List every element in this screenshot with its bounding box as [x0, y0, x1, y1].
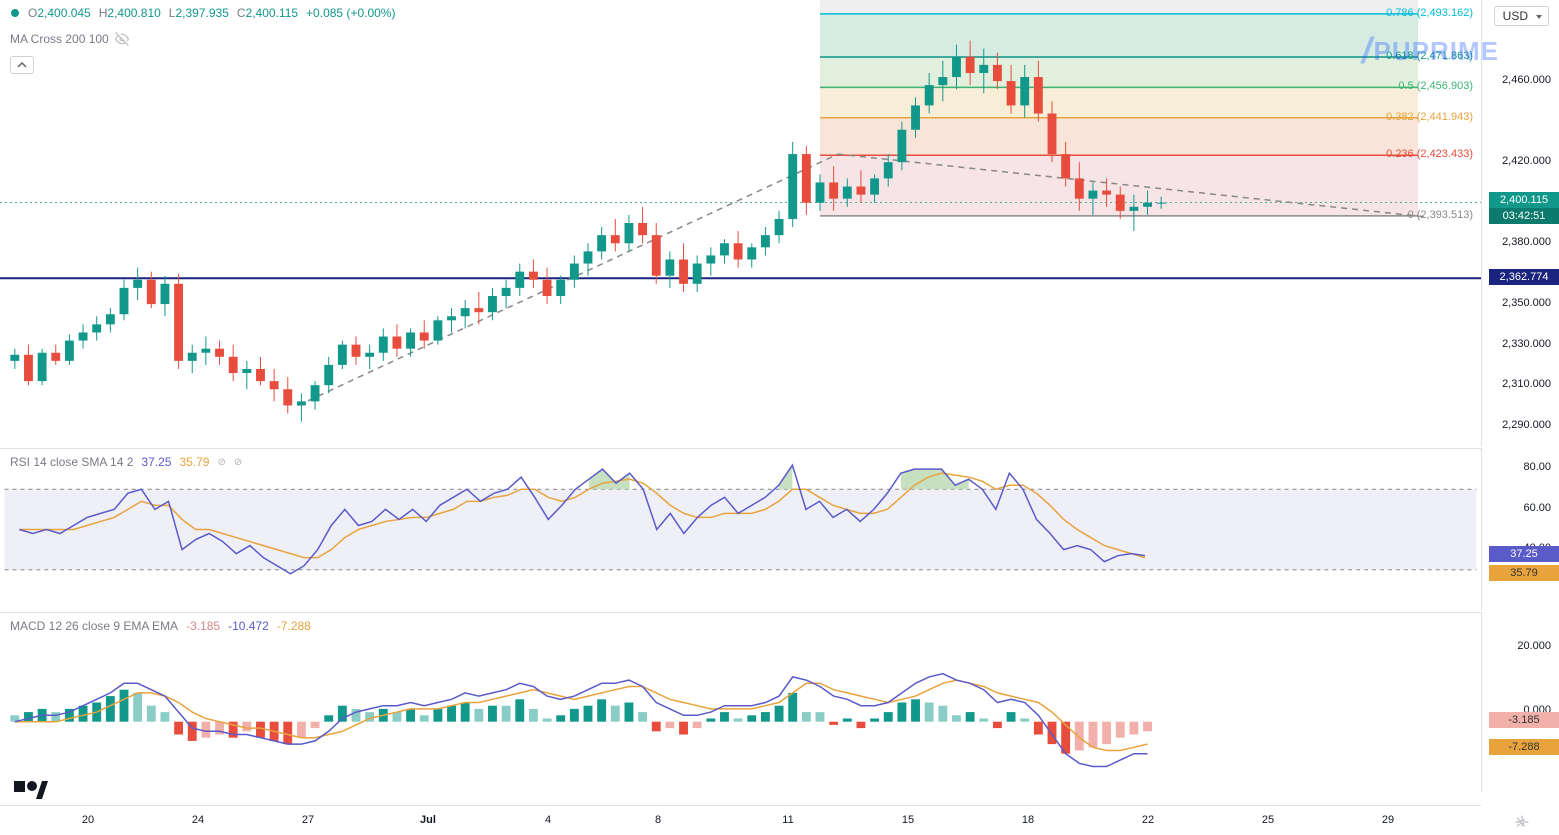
fib-level-label: 0.236 (2,423.433) — [1386, 148, 1473, 160]
ohlc-high: 2,400.810 — [107, 6, 160, 20]
tradingview-logo-icon — [14, 781, 48, 799]
status-dot-icon — [10, 8, 20, 18]
price-tick: 2,310.000 — [1502, 378, 1551, 390]
gear-icon[interactable] — [1515, 815, 1529, 829]
horizontal-line-label: 2,362.774 — [1489, 269, 1559, 285]
settings-icon[interactable]: ⊘ — [234, 457, 242, 468]
time-tick: 8 — [655, 814, 661, 826]
time-tick: 18 — [1022, 814, 1034, 826]
time-tick: 22 — [1142, 814, 1154, 826]
time-axis[interactable]: 20 24 27 Jul 4 8 11 15 18 22 25 29 — [0, 805, 1481, 835]
ohlc-open: 2,400.045 — [37, 6, 90, 20]
price-tick: 2,350.000 — [1502, 297, 1551, 309]
fib-level-label: 0.786 (2,493.162) — [1386, 7, 1473, 19]
eye-off-icon — [115, 32, 129, 46]
ma-cross-label: MA Cross 200 100 — [10, 32, 109, 46]
ohlc-low: 2,397.935 — [175, 6, 228, 20]
macd-label[interactable]: MACD 12 26 close 9 EMA EMA -3.185 -10.47… — [10, 619, 311, 633]
time-tick: 11 — [782, 814, 793, 826]
macd-chart — [0, 613, 1481, 792]
chart-container: O2,400.045 H2,400.810 L2,397.935 C2,400.… — [0, 0, 1559, 835]
settings-icon[interactable]: ⊘ — [217, 457, 225, 468]
watermark-text: PUPRIME — [1374, 36, 1499, 67]
time-tick: 25 — [1262, 814, 1274, 826]
macd-panel[interactable]: MACD 12 26 close 9 EMA EMA -3.185 -10.47… — [0, 612, 1481, 792]
time-tick: Jul — [420, 814, 436, 826]
watermark-icon: / — [1362, 30, 1372, 72]
ohlc-header: O2,400.045 H2,400.810 L2,397.935 C2,400.… — [10, 6, 395, 20]
current-price-label: 2,400.115 — [1489, 192, 1559, 208]
collapse-button[interactable] — [10, 56, 34, 74]
fib-level-label: 0 (2,393.513) — [1408, 209, 1473, 221]
rsi-label[interactable]: RSI 14 close SMA 14 2 37.25 35.79 ⊘ ⊘ — [10, 455, 242, 469]
rsi-sma-label: 35.79 — [1489, 565, 1559, 581]
macd-axis[interactable]: 0.00020.000-3.185-7.288 — [1481, 612, 1559, 792]
time-tick: 20 — [82, 814, 94, 826]
time-tick: 27 — [302, 814, 314, 826]
time-tick: 24 — [192, 814, 204, 826]
currency-value: USD — [1503, 9, 1528, 23]
price-tick: 2,420.000 — [1502, 155, 1551, 167]
price-tick: 2,380.000 — [1502, 236, 1551, 248]
rsi-panel[interactable]: RSI 14 close SMA 14 2 37.25 35.79 ⊘ ⊘ — [0, 448, 1481, 610]
rsi-chart — [0, 449, 1481, 610]
price-tick: 2,330.000 — [1502, 338, 1551, 350]
rsi-value-label: 37.25 — [1489, 546, 1559, 562]
time-tick: 15 — [902, 814, 914, 826]
time-tick: 29 — [1382, 814, 1394, 826]
time-tick: 4 — [545, 814, 551, 826]
ma-cross-indicator[interactable]: MA Cross 200 100 — [10, 32, 129, 46]
macd-tick: 20.000 — [1517, 640, 1551, 652]
fib-level-label: 0.5 (2,456.903) — [1398, 80, 1473, 92]
macd-signal-label: -7.288 — [1489, 739, 1559, 755]
ohlc-change: +0.085 — [306, 6, 343, 20]
countdown-label: 03:42:51 — [1489, 208, 1559, 224]
fib-level-label: 0.382 (2,441.943) — [1386, 111, 1473, 123]
price-tick: 2,290.000 — [1502, 419, 1551, 431]
watermark: / PUPRIME — [1362, 30, 1499, 72]
currency-selector[interactable]: USD — [1494, 6, 1549, 26]
ohlc-close: 2,400.115 — [246, 6, 299, 20]
price-tick: 2,460.000 — [1502, 74, 1551, 86]
macd-hist-label: -3.185 — [1489, 712, 1559, 728]
price-chart[interactable] — [0, 0, 1481, 446]
ohlc-change-pct: +0.00% — [350, 6, 391, 20]
rsi-tick: 60.00 — [1523, 502, 1551, 514]
rsi-tick: 80.00 — [1523, 461, 1551, 473]
rsi-axis[interactable]: 40.0060.0080.0037.2535.79 — [1481, 448, 1559, 610]
